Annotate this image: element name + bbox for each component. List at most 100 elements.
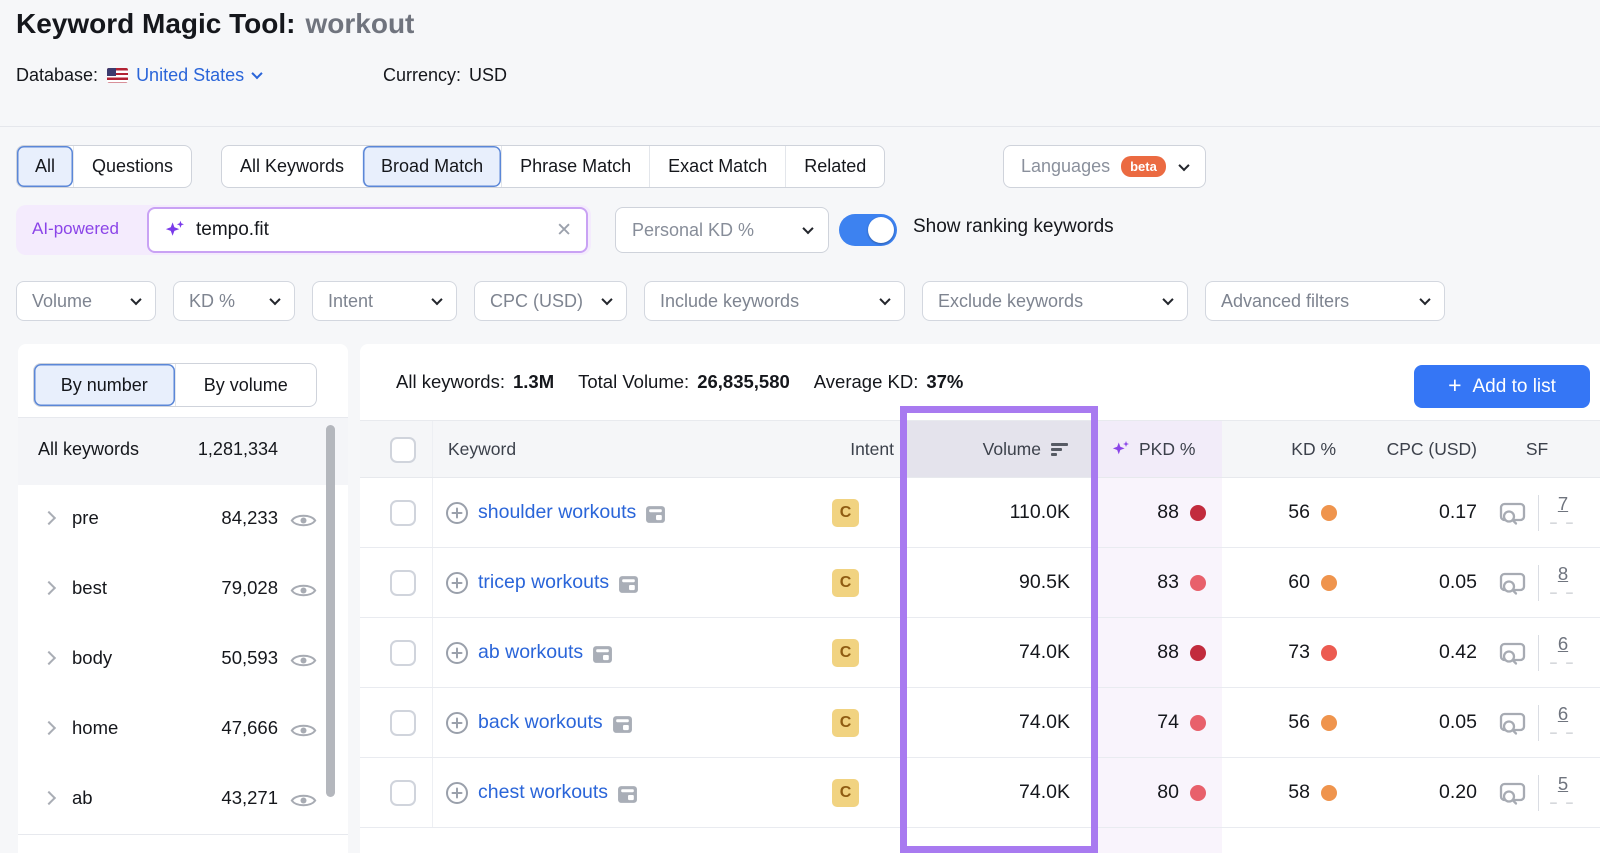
keyword-link[interactable]: shoulder workouts [478,501,637,523]
keyword-group-row[interactable]: ab 43,271 [18,765,348,835]
beta-badge: beta [1121,156,1166,177]
match-type-tab[interactable]: Related [785,146,884,187]
add-keyword-icon[interactable] [445,641,469,665]
filter-dropdown[interactable]: KD % [173,281,295,321]
all-keywords-count: 1,281,334 [197,439,278,459]
header-pkd[interactable]: PKD % [1110,421,1195,477]
volume-value: 110.0K [1009,501,1070,523]
sf-count-link[interactable]: 7 [1557,493,1569,514]
serp-preview-icon[interactable] [1498,570,1527,597]
pkd-value: 88 [1157,641,1179,663]
database-label: Database: [16,64,99,85]
scope-tab[interactable]: Questions [73,146,191,187]
intent-badge: C [832,639,859,667]
keyword-link[interactable]: ab workouts [478,641,584,663]
keyword-group-row[interactable]: home 47,666 [18,695,348,765]
keyword-group-row[interactable]: pre 84,233 [18,485,348,555]
keyword-link[interactable]: tricep workouts [478,571,610,593]
add-keyword-icon[interactable] [445,711,469,735]
serp-preview-icon[interactable] [1498,500,1527,527]
column-divider [432,478,433,547]
eye-icon[interactable] [290,582,317,599]
filter-label: CPC (USD) [490,290,583,311]
filter-dropdown[interactable]: Exclude keywords [922,281,1188,321]
chevron-right-icon[interactable] [41,790,57,806]
filter-label: Volume [32,290,93,311]
serp-preview-icon[interactable] [1498,710,1527,737]
filter-dropdown[interactable]: CPC (USD) [474,281,627,321]
add-keyword-icon[interactable] [445,571,469,595]
header-kd[interactable]: KD % [1291,438,1336,459]
sf-count-link[interactable]: 5 [1557,773,1569,794]
sf-cell: 7 – – [1550,493,1576,528]
match-type-tab[interactable]: Exact Match [649,146,785,187]
match-type-tab[interactable]: All Keywords [240,156,345,176]
eye-icon[interactable] [290,722,317,739]
eye-icon[interactable] [290,792,317,809]
sidebar-sort-tab[interactable]: By number [34,364,175,406]
add-keyword-icon[interactable] [445,501,469,525]
intent-badge: C [832,499,859,527]
scope-tab[interactable]: All [17,146,74,187]
keyword-group-row[interactable]: best 79,028 [18,555,348,625]
header-cpc[interactable]: CPC (USD) [1386,438,1477,459]
sidebar-scrollbar[interactable] [326,425,335,797]
filter-dropdown[interactable]: Advanced filters [1205,281,1445,321]
serp-preview-icon[interactable] [1498,780,1527,807]
table-header-row: Keyword Intent Volume PKD % KD % CPC (US… [360,420,1600,478]
select-all-checkbox[interactable] [390,437,416,463]
serp-features-icon[interactable] [618,574,639,595]
show-ranking-keywords-toggle[interactable] [839,214,897,246]
close-icon[interactable]: ✕ [556,219,572,241]
personal-kd-dropdown[interactable]: Personal KD % [615,207,829,253]
keyword-group-row[interactable]: body 50,593 [18,625,348,695]
sf-count-link[interactable]: 6 [1557,633,1569,654]
group-count: 50,593 [221,647,278,668]
filter-dropdown[interactable]: Intent [312,281,457,321]
languages-button[interactable]: Languages beta [1003,145,1206,188]
sf-count-link[interactable]: 8 [1557,563,1569,584]
sf-cell: 5 – – [1550,773,1576,808]
row-checkbox[interactable] [390,640,416,666]
eye-icon[interactable] [290,652,317,669]
chevron-right-icon[interactable] [41,580,57,596]
database-selector[interactable]: United States [136,65,263,86]
row-checkbox[interactable] [390,710,416,736]
header-intent: Intent [850,438,894,459]
chevron-right-icon[interactable] [41,720,57,736]
chevron-down-icon [879,293,891,306]
currency-row: Currency: USD [383,61,507,89]
chevron-right-icon[interactable] [41,650,57,666]
match-type-tab[interactable]: Broad Match [362,146,502,187]
header-volume[interactable]: Volume [900,421,1070,477]
search-input[interactable]: tempo.fit ✕ [147,207,588,253]
serp-features-icon[interactable] [645,504,666,525]
pkd-cell: 80 [1094,758,1206,827]
all-keywords-group[interactable]: All keywords 1,281,334 [18,418,348,485]
sidebar-sort-tab[interactable]: By volume [174,364,317,406]
sf-cell: 6 – – [1550,633,1576,668]
add-keyword-icon[interactable] [445,781,469,805]
add-to-list-button[interactable]: + Add to list [1414,365,1590,408]
serp-features-icon[interactable] [592,644,613,665]
match-type-tab[interactable]: Phrase Match [501,146,649,187]
table-row: ab workouts C 74.0K 88 73 0.42 [360,618,1600,688]
row-checkbox[interactable] [390,570,416,596]
serp-features-icon[interactable] [617,784,638,805]
summary-all-keywords-value: 1.3M [512,371,555,392]
eye-icon[interactable] [290,512,317,529]
cpc-value: 0.42 [1439,641,1477,663]
row-checkbox[interactable] [390,500,416,526]
kd-difficulty-dot [1321,714,1337,731]
sf-count-link[interactable]: 6 [1557,703,1569,724]
sidebar-sort-tabs: By number By volume [33,363,317,407]
serp-features-icon[interactable] [612,714,633,735]
row-checkbox[interactable] [390,780,416,806]
serp-preview-icon[interactable] [1498,640,1527,667]
keyword-link[interactable]: back workouts [478,711,603,733]
cpc-value: 0.05 [1439,571,1477,593]
chevron-right-icon[interactable] [41,510,57,526]
filter-dropdown[interactable]: Include keywords [644,281,905,321]
keyword-link[interactable]: chest workouts [478,781,609,803]
filter-dropdown[interactable]: Volume [16,281,156,321]
